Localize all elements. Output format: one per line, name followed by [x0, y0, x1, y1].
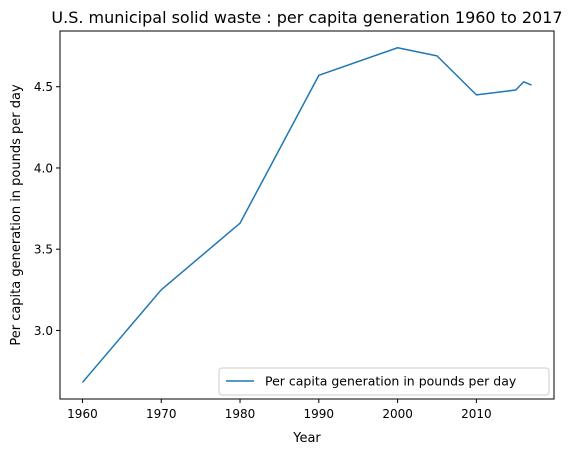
x-tick-label: 1960 [67, 407, 98, 421]
chart-title: U.S. municipal solid waste : per capita … [51, 8, 562, 27]
y-tick-label: 3.0 [34, 324, 53, 338]
legend-entry-label: Per capita generation in pounds per day [265, 374, 517, 389]
x-tick-label: 1990 [304, 407, 335, 421]
legend: Per capita generation in pounds per day [219, 368, 549, 395]
x-tick-label: 2010 [461, 407, 492, 421]
x-tick-label: 2000 [382, 407, 413, 421]
x-tick-label: 1970 [146, 407, 177, 421]
y-axis-label: Per capita generation in pounds per day [9, 84, 24, 346]
y-tick-label: 3.5 [34, 243, 53, 257]
y-tick-label: 4.5 [34, 80, 53, 94]
y-tick-label: 4.0 [34, 161, 53, 175]
x-axis-label: Year [292, 431, 321, 446]
x-tick-label: 1980 [225, 407, 256, 421]
